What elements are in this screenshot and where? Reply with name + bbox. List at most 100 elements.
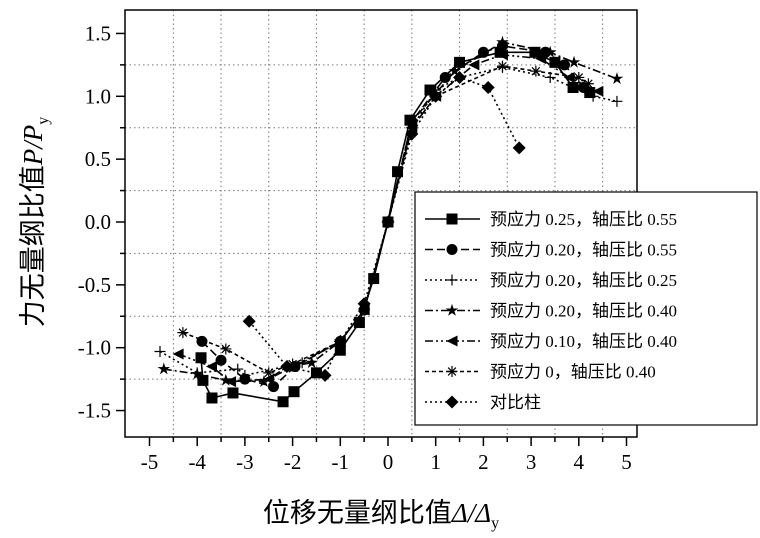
asterisk-marker: [530, 65, 542, 77]
series-layer: [154, 35, 624, 408]
square-marker: [288, 386, 300, 398]
plus-marker: [611, 95, 623, 107]
legend-label: 预应力 0.20，轴压比 0.25: [490, 271, 677, 290]
diamond-marker: [357, 297, 371, 311]
plus-marker: [239, 369, 251, 381]
x-tick-label: 4: [574, 450, 585, 474]
diamond-marker: [512, 141, 526, 155]
plus-marker: [154, 345, 166, 357]
x-tick-label: 1: [430, 450, 441, 474]
square-marker: [368, 273, 380, 285]
axis-ticks: -5 -4 -3 -2 -1 0 1 2 3 4 5 -1.5 -1.0 -0.5 0.0 0.5 1.0 1.5: [78, 21, 632, 474]
x-tick-label: -1: [332, 450, 350, 474]
star-marker: [567, 55, 581, 68]
x-tick-label: 0: [383, 450, 394, 474]
legend-entry: 预应力 0.20，轴压比 0.25: [425, 271, 677, 290]
y-tick-label: -1.5: [78, 399, 111, 423]
legend-label: 对比柱: [490, 393, 541, 412]
legend-box: [414, 191, 758, 426]
star-marker: [496, 35, 509, 48]
y-tick-label: 1.5: [85, 21, 111, 45]
plus-marker: [232, 363, 244, 375]
square-marker: [392, 166, 404, 178]
star-marker: [610, 72, 624, 84]
diamond-marker: [405, 127, 419, 141]
square-marker: [197, 374, 209, 386]
square-marker: [195, 352, 207, 364]
legend-label: 预应力 0.20，轴压比 0.40: [490, 302, 677, 321]
series-line: [248, 76, 520, 377]
triangle-left-marker: [496, 49, 508, 61]
circle-marker: [446, 244, 458, 255]
square-marker: [424, 84, 436, 96]
circle-marker: [215, 354, 227, 366]
legend-entry: 预应力 0.20，轴压比 0.55: [425, 241, 677, 260]
asterisk-marker: [263, 367, 275, 379]
diamond-marker: [280, 360, 294, 374]
diamond-marker: [318, 368, 332, 382]
legend-entry: 预应力 0.10，轴压比 0.40: [425, 332, 677, 351]
star-marker: [257, 375, 271, 387]
legend: 预应力 0.25，轴压比 0.55 预应力 0.20，轴压比 0.55 预应力 0.…: [414, 191, 758, 426]
square-marker: [206, 392, 218, 404]
diamond-marker: [481, 81, 495, 95]
asterisk-marker: [573, 71, 585, 83]
y-tick-label: -1.0: [78, 336, 111, 360]
square-marker: [454, 56, 466, 68]
asterisk-marker: [496, 60, 508, 72]
x-axis-label: 位移无量纲比值Δ/Δy: [263, 498, 499, 532]
x-tick-label: 3: [526, 450, 537, 474]
square-marker: [277, 396, 289, 408]
diamond-marker: [381, 215, 395, 229]
square-marker: [494, 46, 506, 58]
star-marker: [543, 45, 557, 58]
triangle-left-marker: [535, 53, 547, 65]
triangle-left-marker: [206, 361, 218, 373]
star-marker: [305, 356, 318, 369]
square-marker: [227, 387, 239, 399]
triangle-left-marker: [446, 335, 458, 347]
legend-entry: 预应力 0.25，轴压比 0.55: [425, 210, 677, 229]
y-tick-label: 1.0: [85, 84, 111, 108]
x-tick-label: 2: [478, 450, 489, 474]
series-line: [177, 54, 599, 383]
star-marker: [405, 114, 419, 127]
circle-marker: [439, 71, 451, 83]
diamond-marker: [453, 70, 467, 84]
legend-entry: 对比柱: [425, 393, 541, 412]
triangle-left-marker: [225, 376, 237, 388]
x-tick-label: -5: [141, 450, 159, 474]
star-marker: [190, 367, 204, 380]
legend-label: 预应力 0.20，轴压比 0.55: [490, 241, 677, 260]
y-axis-label: 力无量纲比值P/Py: [18, 117, 52, 328]
star-marker: [448, 64, 462, 77]
square-marker: [549, 56, 561, 68]
x-tick-label: -4: [188, 450, 206, 474]
legend-label: 预应力 0.25，轴压比 0.55: [490, 210, 677, 229]
square-marker: [584, 87, 596, 99]
star-marker: [445, 303, 459, 316]
legend-entry: 预应力 0，轴压比 0.40: [425, 363, 656, 382]
circle-marker: [558, 59, 570, 71]
x-tick-label: 5: [621, 450, 632, 474]
asterisk-marker: [177, 327, 189, 339]
asterisk-marker: [446, 366, 458, 377]
square-marker: [446, 213, 458, 225]
square-marker: [567, 82, 579, 94]
legend-label: 预应力 0.10，轴压比 0.40: [490, 332, 677, 351]
circle-marker: [268, 381, 280, 393]
x-tick-label: -3: [236, 450, 254, 474]
legend-label: 预应力 0，轴压比 0.40: [490, 363, 656, 382]
triangle-left-marker: [563, 71, 575, 83]
y-tick-label: -0.5: [78, 273, 111, 297]
plus-marker: [446, 274, 458, 286]
legend-entry: 预应力 0.20，轴压比 0.40: [425, 302, 677, 321]
square-marker: [310, 367, 322, 379]
square-marker: [353, 317, 365, 329]
series-6: [242, 70, 526, 382]
asterisk-marker: [220, 343, 232, 355]
square-marker: [334, 344, 346, 356]
diamond-marker: [445, 395, 459, 409]
star-marker: [219, 373, 233, 386]
